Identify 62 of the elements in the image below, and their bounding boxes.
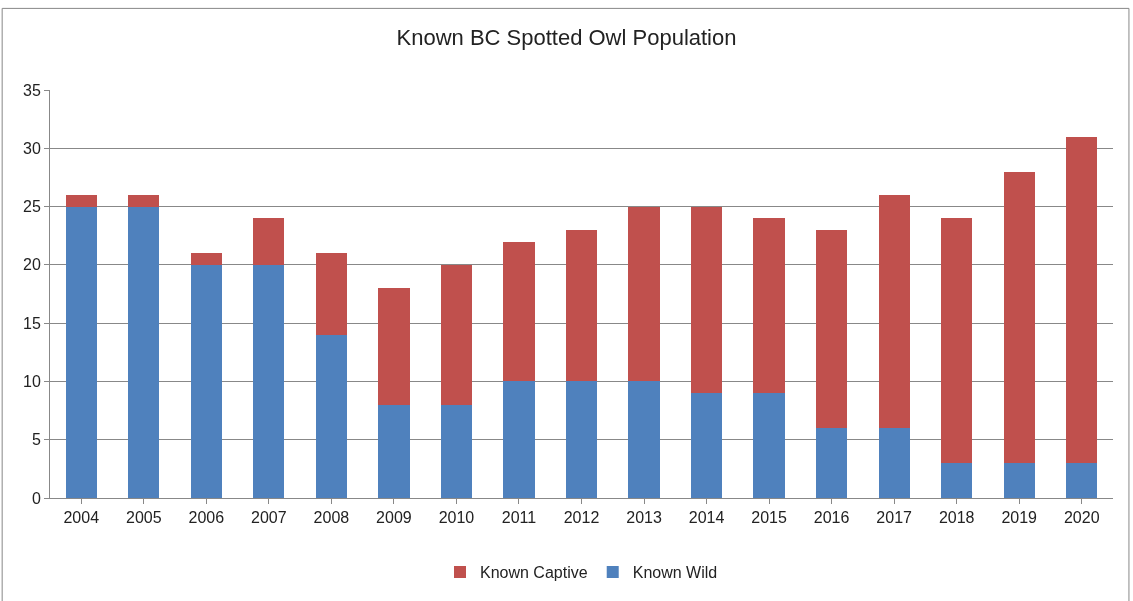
bar: [690, 206, 723, 394]
x-tick-label: 2005: [125, 509, 162, 527]
bar: [190, 264, 222, 498]
bar: [815, 229, 848, 429]
x-tick-label: 2012: [563, 509, 600, 527]
bar: [815, 428, 848, 498]
legend-label: Known Wild: [632, 564, 718, 582]
y-tick-label: 5: [31, 431, 41, 449]
x-tick-label: 2014: [688, 509, 725, 527]
x-tick-label: 2017: [876, 509, 913, 527]
x-tick-label: 2004: [63, 509, 100, 527]
bar: [628, 381, 660, 498]
bar: [128, 194, 160, 207]
bar: [503, 381, 535, 498]
x-tick-label: 2020: [1063, 509, 1100, 527]
bar: [1066, 463, 1098, 498]
y-tick-label: 0: [31, 489, 41, 507]
bar: [65, 194, 97, 207]
bar: [503, 241, 535, 382]
bar: [628, 206, 660, 382]
bar: [65, 206, 97, 498]
bar: [753, 393, 785, 498]
bar: [690, 393, 723, 498]
x-tick-label: 2007: [251, 509, 287, 527]
y-tick-label: 20: [23, 256, 41, 274]
x-tick-label: 2018: [938, 509, 975, 527]
bar: [378, 288, 410, 405]
x-tick-label: 2008: [313, 509, 350, 527]
bar: [1066, 136, 1098, 464]
bar: [941, 463, 973, 498]
x-tick-label: 2010: [438, 509, 475, 527]
chart-title: Known BC Spotted Owl Population: [396, 25, 737, 51]
bar: [253, 218, 285, 265]
legend-label: Known Captive: [480, 564, 588, 582]
bar: [878, 194, 910, 429]
bar: [941, 218, 973, 464]
x-tick-label: 2006: [188, 509, 225, 527]
bar: [378, 404, 410, 498]
x-tick-label: 2009: [376, 509, 412, 527]
bar: [128, 206, 160, 498]
y-tick-label: 15: [23, 314, 41, 332]
y-tick-label: 25: [23, 198, 41, 216]
x-tick-label: 2011: [501, 509, 537, 527]
bar: [315, 334, 348, 498]
y-tick-label: 10: [23, 373, 41, 391]
bar: [1003, 463, 1035, 498]
x-tick-label: 2016: [813, 509, 850, 527]
x-tick-label: 2013: [626, 509, 662, 527]
bar: [1003, 171, 1035, 464]
x-tick-label: 2015: [751, 509, 787, 527]
bar: [565, 381, 598, 498]
bar: [753, 218, 785, 394]
bar: [315, 253, 348, 335]
x-tick-label: 2019: [1001, 509, 1038, 527]
y-tick-label: 30: [23, 139, 41, 157]
y-tick-label: 35: [23, 81, 41, 99]
bar: [878, 428, 910, 498]
bar: [190, 253, 222, 265]
bar: [565, 229, 598, 382]
bar: [440, 264, 473, 405]
bar: [440, 404, 473, 498]
bar: [253, 264, 285, 498]
